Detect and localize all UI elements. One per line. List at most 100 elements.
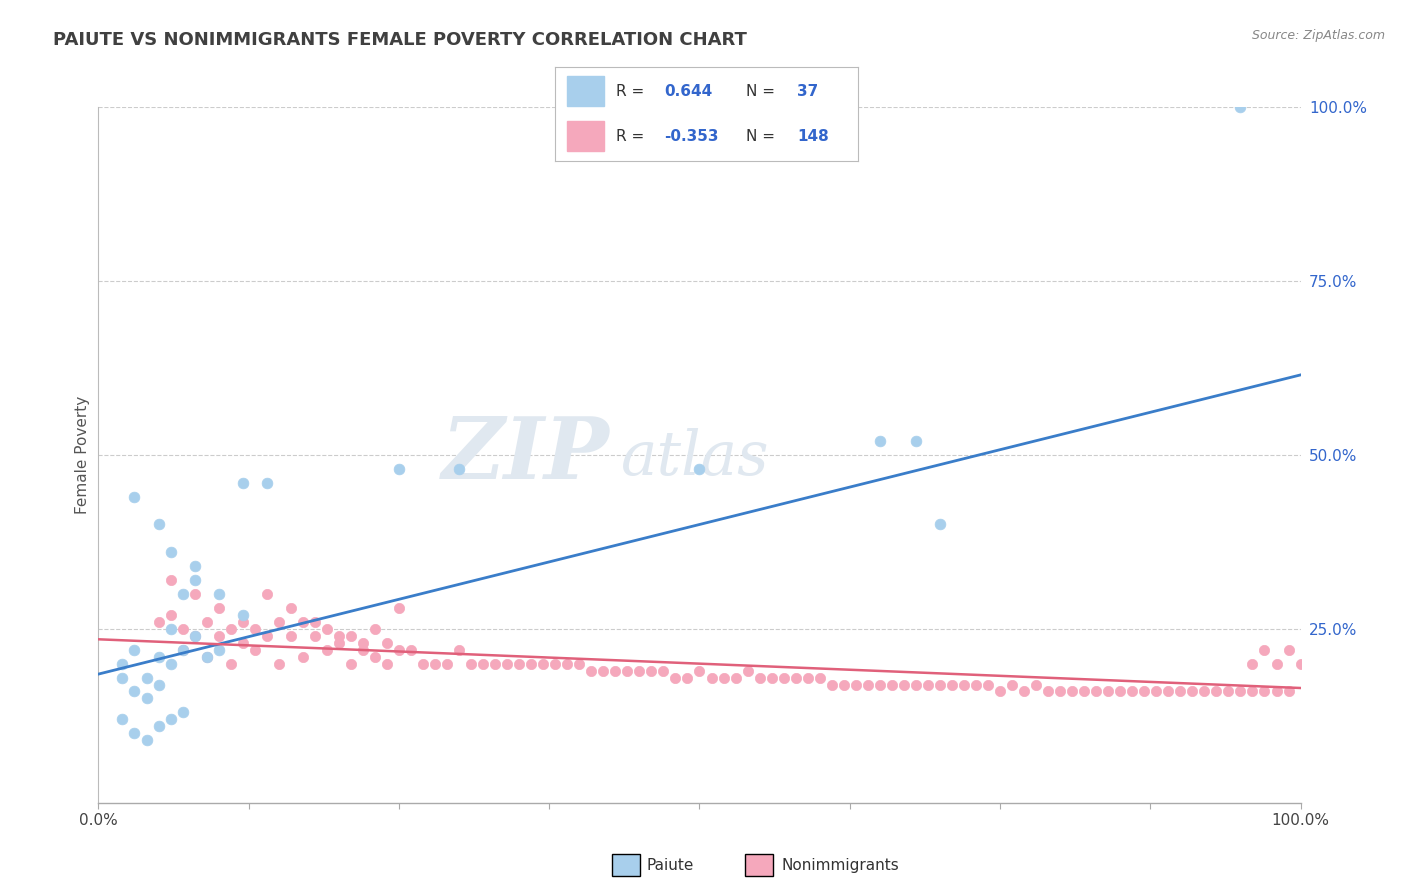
Point	[172, 706, 194, 720]
Point	[388, 462, 411, 476]
Point	[628, 664, 651, 678]
Point	[605, 664, 627, 678]
Point	[256, 629, 278, 643]
Point	[724, 671, 747, 685]
Point	[1253, 684, 1275, 698]
Point	[423, 657, 446, 671]
Point	[508, 657, 530, 671]
Point	[183, 587, 205, 601]
Point	[845, 677, 868, 691]
Point	[208, 642, 231, 657]
Point	[496, 657, 519, 671]
Point	[1241, 657, 1264, 671]
Point	[111, 657, 134, 671]
Point	[172, 587, 194, 601]
Point	[1229, 100, 1251, 114]
Point	[232, 607, 254, 622]
Text: atlas: atlas	[621, 428, 770, 489]
Point	[159, 622, 181, 636]
Point	[340, 629, 363, 643]
Point	[1073, 684, 1095, 698]
Point	[208, 587, 231, 601]
Point	[460, 657, 482, 671]
Point	[1253, 642, 1275, 657]
Point	[135, 671, 157, 685]
Point	[447, 642, 470, 657]
Point	[135, 691, 157, 706]
Point	[1097, 684, 1119, 698]
Bar	[568, 121, 603, 152]
Point	[195, 615, 218, 629]
Point	[304, 629, 326, 643]
Point	[869, 434, 891, 448]
Point	[1085, 684, 1108, 698]
Text: R =: R =	[616, 84, 644, 99]
Text: Paiute: Paiute	[647, 858, 695, 872]
Point	[640, 664, 662, 678]
Point	[1133, 684, 1156, 698]
Point	[135, 733, 157, 747]
Point	[195, 649, 218, 664]
Point	[713, 671, 735, 685]
Point	[364, 649, 387, 664]
Point	[280, 629, 302, 643]
Point	[315, 642, 337, 657]
Point	[555, 657, 578, 671]
Text: 148: 148	[797, 128, 830, 144]
Point	[821, 677, 844, 691]
Point	[315, 622, 337, 636]
Point	[1265, 657, 1288, 671]
Point	[148, 649, 170, 664]
Point	[291, 615, 314, 629]
Point	[172, 642, 194, 657]
Point	[291, 649, 314, 664]
Point	[1012, 684, 1035, 698]
Point	[148, 677, 170, 691]
Point	[1229, 684, 1251, 698]
Point	[796, 671, 818, 685]
Point	[581, 664, 603, 678]
Bar	[568, 77, 603, 106]
Point	[232, 615, 254, 629]
Point	[928, 517, 950, 532]
Point	[375, 657, 398, 671]
Point	[267, 657, 290, 671]
Point	[664, 671, 686, 685]
Text: -0.353: -0.353	[664, 128, 718, 144]
Point	[1025, 677, 1047, 691]
Point	[520, 657, 543, 671]
Point	[1062, 684, 1084, 698]
Point	[880, 677, 903, 691]
Point	[219, 657, 242, 671]
Text: N =: N =	[745, 84, 775, 99]
Point	[1277, 684, 1299, 698]
Point	[352, 636, 374, 650]
Point	[652, 664, 675, 678]
Text: PAIUTE VS NONIMMIGRANTS FEMALE POVERTY CORRELATION CHART: PAIUTE VS NONIMMIGRANTS FEMALE POVERTY C…	[53, 31, 748, 49]
Point	[232, 636, 254, 650]
Point	[689, 664, 711, 678]
Point	[447, 462, 470, 476]
Point	[124, 684, 146, 698]
Point	[159, 657, 181, 671]
Point	[159, 712, 181, 726]
Point	[1109, 684, 1132, 698]
Point	[148, 517, 170, 532]
Point	[208, 601, 231, 615]
Point	[856, 677, 879, 691]
Point	[304, 615, 326, 629]
Point	[1157, 684, 1180, 698]
Point	[1265, 684, 1288, 698]
Point	[676, 671, 699, 685]
Text: N =: N =	[745, 128, 775, 144]
Point	[436, 657, 458, 671]
Point	[111, 671, 134, 685]
Point	[267, 615, 290, 629]
Point	[1170, 684, 1192, 698]
Point	[208, 629, 231, 643]
Point	[472, 657, 495, 671]
Point	[904, 677, 927, 691]
Point	[172, 622, 194, 636]
Point	[977, 677, 1000, 691]
Point	[232, 475, 254, 490]
